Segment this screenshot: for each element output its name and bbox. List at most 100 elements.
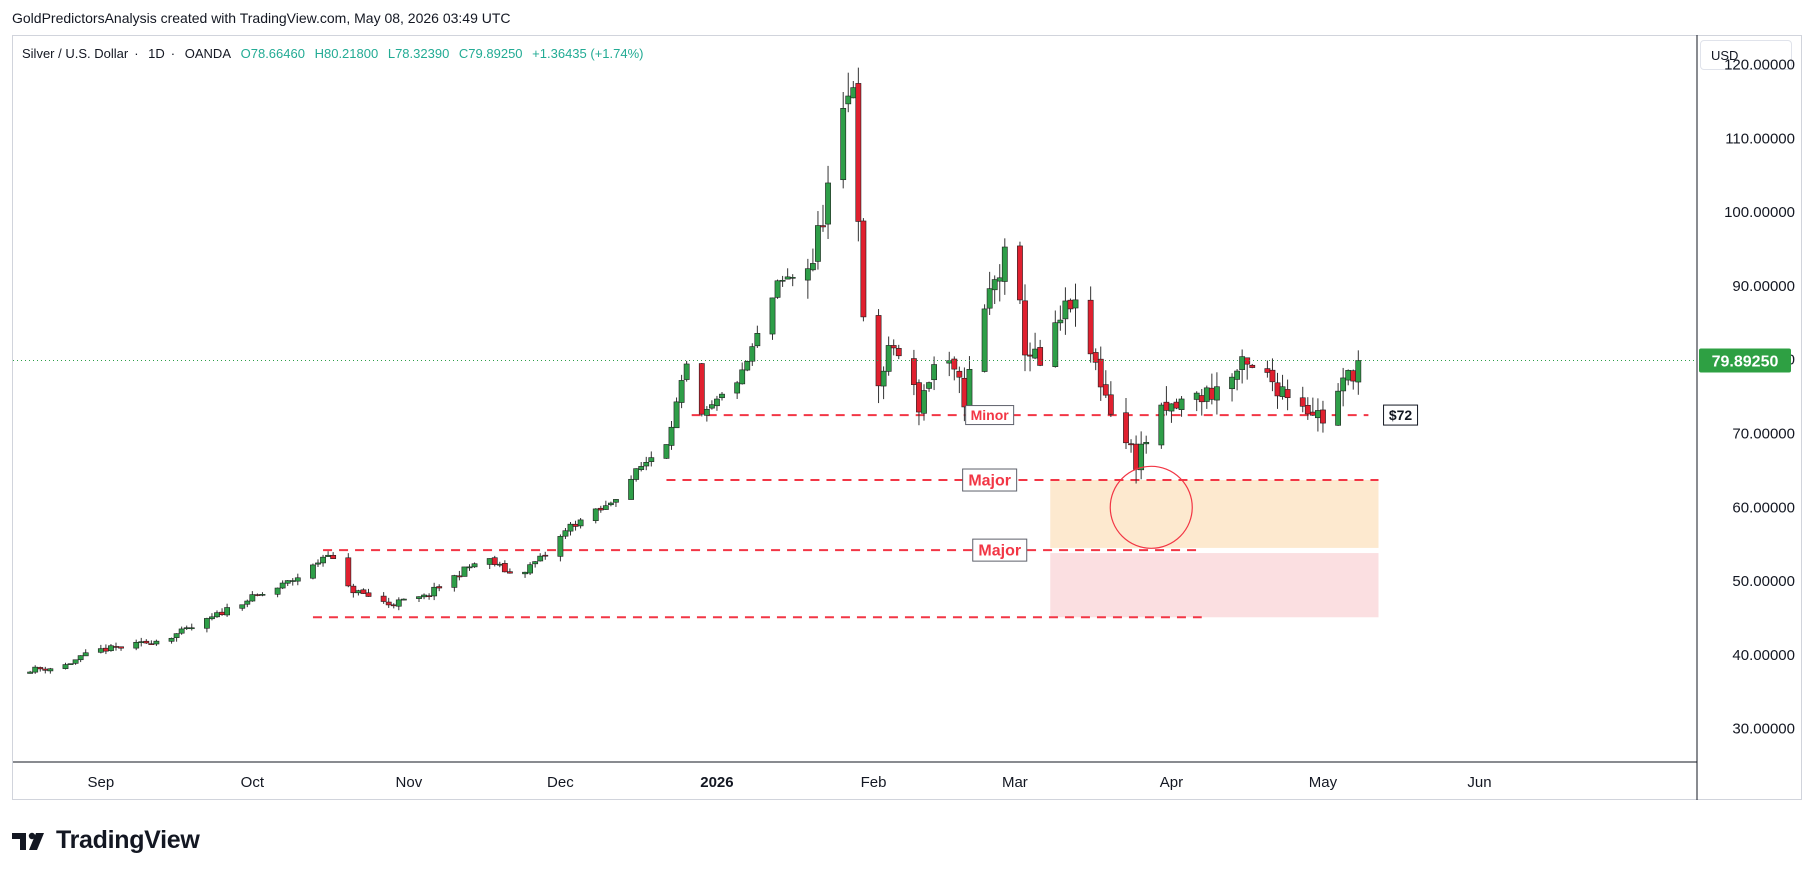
- candle-down[interactable]: [1027, 354, 1033, 357]
- candle-up[interactable]: [577, 519, 584, 527]
- candle-up[interactable]: [789, 277, 796, 279]
- candle-up[interactable]: [224, 607, 230, 616]
- candle-up[interactable]: [592, 508, 599, 521]
- symbol-legend[interactable]: Silver / U.S. Dollar · 1D · OANDA O78.6646…: [22, 46, 644, 61]
- candle-up[interactable]: [663, 444, 670, 459]
- candle-up[interactable]: [32, 666, 39, 673]
- candle-up[interactable]: [931, 364, 937, 381]
- candle-down[interactable]: [118, 646, 124, 649]
- candle-up[interactable]: [294, 577, 301, 582]
- candle-down[interactable]: [1017, 245, 1023, 301]
- candle-up[interactable]: [885, 345, 892, 372]
- candle-up[interactable]: [825, 182, 831, 225]
- candle-up[interactable]: [522, 571, 528, 575]
- candle-down[interactable]: [1163, 401, 1170, 411]
- candle-up[interactable]: [708, 404, 715, 409]
- candle-down[interactable]: [1350, 370, 1357, 382]
- candle-down[interactable]: [597, 507, 604, 511]
- candle-up[interactable]: [400, 598, 407, 601]
- candle-down[interactable]: [365, 592, 372, 597]
- candle-down[interactable]: [360, 589, 367, 594]
- candle-down[interactable]: [42, 668, 49, 671]
- candle-up[interactable]: [926, 382, 932, 389]
- candle-up[interactable]: [1214, 386, 1220, 401]
- candle-up[interactable]: [638, 466, 645, 470]
- candle-down[interactable]: [436, 586, 443, 589]
- candle-up[interactable]: [209, 616, 215, 620]
- candle-up[interactable]: [108, 645, 114, 652]
- candle-up[interactable]: [416, 596, 422, 599]
- candle-up[interactable]: [214, 612, 220, 618]
- candle-down[interactable]: [1067, 299, 1074, 310]
- candle-up[interactable]: [1062, 300, 1069, 320]
- candle-up[interactable]: [431, 586, 438, 597]
- candle-up[interactable]: [183, 627, 190, 630]
- candle-up[interactable]: [1239, 356, 1246, 370]
- candle-up[interactable]: [47, 668, 54, 672]
- candle-up[interactable]: [1138, 443, 1145, 471]
- candle-down[interactable]: [390, 604, 397, 607]
- candle-up[interactable]: [1193, 392, 1200, 400]
- candle-down[interactable]: [1309, 411, 1316, 416]
- candle-up[interactable]: [178, 628, 185, 634]
- candle-down[interactable]: [1133, 443, 1139, 470]
- candle-up[interactable]: [537, 555, 544, 562]
- candle-up[interactable]: [921, 390, 927, 414]
- candle-up[interactable]: [966, 368, 973, 409]
- candle-up[interactable]: [1143, 442, 1150, 445]
- candle-down[interactable]: [1128, 443, 1134, 446]
- candle-up[interactable]: [461, 566, 468, 577]
- candle-down[interactable]: [1123, 412, 1129, 444]
- candle-up[interactable]: [532, 561, 539, 565]
- candle-up[interactable]: [607, 502, 614, 506]
- candle-up[interactable]: [719, 393, 725, 399]
- candle-up[interactable]: [1203, 387, 1210, 402]
- candle-up[interactable]: [395, 599, 402, 607]
- candle-up[interactable]: [981, 308, 988, 372]
- candle-up[interactable]: [138, 641, 145, 643]
- candle-down[interactable]: [1304, 404, 1311, 415]
- candle-up[interactable]: [133, 641, 140, 649]
- candle-up[interactable]: [1340, 377, 1347, 392]
- candle-down[interactable]: [143, 640, 150, 644]
- candle-up[interactable]: [77, 655, 84, 661]
- candle-up[interactable]: [815, 225, 821, 262]
- currency-selector[interactable]: USD: [1700, 40, 1792, 70]
- candle-down[interactable]: [910, 358, 917, 385]
- candle-down[interactable]: [1037, 347, 1044, 366]
- candle-up[interactable]: [466, 566, 473, 569]
- candle-up[interactable]: [739, 369, 746, 385]
- candle-up[interactable]: [1279, 386, 1286, 397]
- candle-up[interactable]: [683, 363, 690, 380]
- candle-up[interactable]: [67, 663, 74, 665]
- candle-down[interactable]: [1320, 409, 1326, 424]
- candle-up[interactable]: [840, 108, 847, 181]
- candle-up[interactable]: [421, 594, 427, 598]
- candle-down[interactable]: [1208, 387, 1215, 400]
- candle-down[interactable]: [380, 595, 387, 602]
- candle-up[interactable]: [809, 263, 816, 271]
- candle-up[interactable]: [1178, 398, 1185, 410]
- candle-down[interactable]: [1092, 352, 1099, 363]
- candle-down[interactable]: [1022, 300, 1028, 356]
- candle-up[interactable]: [562, 530, 569, 537]
- circle-marker[interactable]: [1109, 465, 1193, 549]
- candle-up[interactable]: [355, 590, 362, 594]
- candle-up[interactable]: [1158, 404, 1165, 446]
- candle-up[interactable]: [188, 627, 195, 630]
- candle-up[interactable]: [289, 580, 296, 582]
- candle-up[interactable]: [325, 554, 331, 557]
- candle-up[interactable]: [1057, 319, 1064, 324]
- candle-up[interactable]: [451, 575, 458, 588]
- candle-down[interactable]: [491, 557, 498, 565]
- candle-up[interactable]: [648, 457, 655, 462]
- candle-up[interactable]: [845, 95, 852, 105]
- candle-up[interactable]: [850, 87, 857, 99]
- candle-down[interactable]: [1264, 368, 1271, 373]
- candle-up[interactable]: [744, 361, 751, 371]
- candle-up[interactable]: [643, 462, 650, 467]
- candle-down[interactable]: [254, 594, 261, 596]
- candle-up[interactable]: [613, 499, 619, 503]
- candle-up[interactable]: [310, 564, 316, 579]
- candle-down[interactable]: [103, 647, 109, 652]
